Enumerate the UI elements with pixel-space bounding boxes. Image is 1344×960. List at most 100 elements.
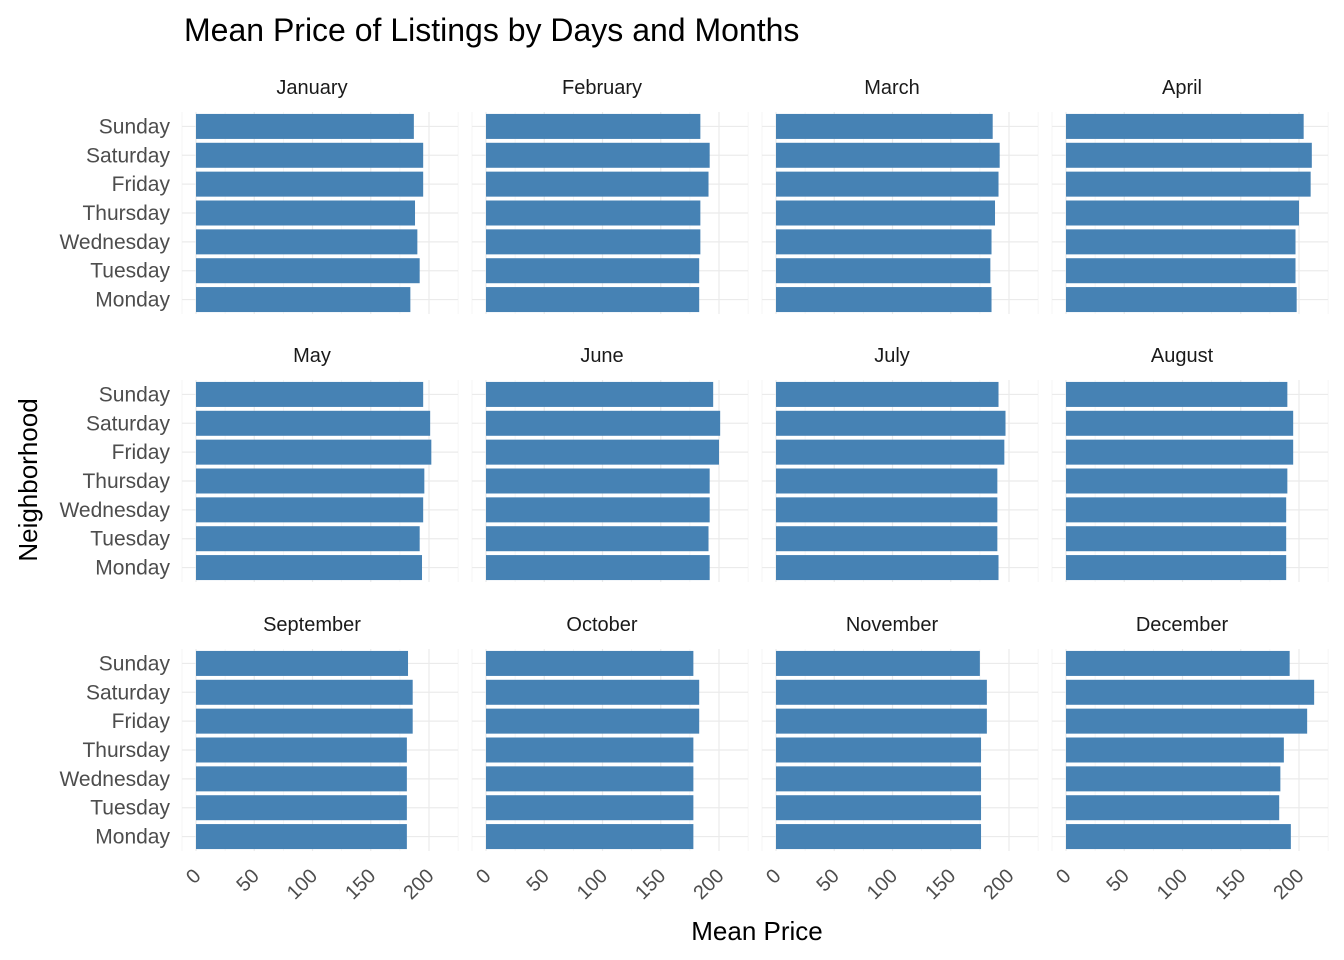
bar	[196, 468, 425, 494]
facet-panel: December 0 50 100 150 200	[1051, 614, 1329, 904]
facet-strip-label: February	[562, 77, 642, 99]
y-tick-label: Thursday	[82, 739, 170, 762]
x-tick-label: 150	[631, 865, 670, 904]
facet-strip-label: June	[580, 345, 623, 367]
bar	[776, 526, 998, 552]
facet-panel: July	[761, 345, 1039, 582]
bar	[1066, 142, 1312, 168]
x-tick-label: 50	[812, 865, 843, 896]
y-tick-label: Tuesday	[90, 260, 170, 283]
facet-panel: February	[471, 77, 749, 314]
bar	[776, 381, 999, 407]
bar	[776, 555, 999, 581]
bar	[776, 229, 992, 255]
bar	[196, 497, 424, 523]
y-tick-label: Wednesday	[59, 768, 170, 791]
bar	[486, 795, 694, 821]
bar	[196, 526, 420, 552]
bar	[486, 410, 721, 436]
bar	[486, 766, 694, 792]
facet-panel: March	[761, 77, 1039, 314]
x-tick-label: 200	[399, 865, 438, 904]
bar	[776, 766, 982, 792]
bar	[1066, 113, 1304, 139]
bar	[1066, 200, 1299, 226]
bar	[1066, 381, 1288, 407]
bar	[776, 113, 993, 139]
x-tick-label: 0	[1052, 865, 1075, 888]
bar	[196, 708, 413, 734]
bar	[486, 824, 694, 850]
x-tick-label: 100	[1153, 865, 1192, 904]
bar	[486, 439, 719, 465]
bar	[1066, 497, 1287, 523]
x-axis-title: Mean Price	[691, 916, 823, 946]
bar	[1066, 287, 1297, 313]
x-tick-label: 0	[472, 865, 495, 888]
bar	[776, 410, 1006, 436]
x-tick-label: 100	[863, 865, 902, 904]
bar	[196, 679, 413, 705]
bar	[1066, 439, 1294, 465]
y-tick-label: Thursday	[82, 470, 170, 493]
bar	[486, 258, 700, 284]
bar	[1066, 824, 1291, 850]
facet-strip-label: November	[846, 614, 939, 636]
bar	[776, 497, 998, 523]
bar	[776, 737, 982, 763]
bar	[1066, 526, 1287, 552]
x-tick-label: 150	[1211, 865, 1250, 904]
bar	[486, 468, 710, 494]
x-tick-label: 100	[573, 865, 612, 904]
x-tick-label: 0	[762, 865, 785, 888]
facets-layer: January Sunday Saturday Friday Thursday Wedne…	[59, 77, 1329, 904]
bar	[196, 795, 407, 821]
y-tick-label: Tuesday	[90, 797, 170, 820]
bar	[196, 171, 424, 197]
bar	[1066, 708, 1308, 734]
y-tick-label: Friday	[112, 173, 171, 196]
facet-panel: November 0 50 100 150 200	[761, 614, 1039, 904]
facet-panel: August	[1051, 345, 1329, 582]
y-tick-label: Sunday	[99, 383, 171, 406]
bar	[196, 737, 407, 763]
bar	[776, 795, 982, 821]
bar	[486, 650, 694, 676]
x-tick-label: 200	[979, 865, 1018, 904]
bar	[196, 200, 416, 226]
bar	[486, 113, 701, 139]
bar	[486, 200, 701, 226]
x-tick-label: 100	[283, 865, 322, 904]
bar	[196, 766, 407, 792]
bar	[196, 142, 424, 168]
bar	[1066, 795, 1280, 821]
bar	[486, 171, 709, 197]
bar	[486, 679, 700, 705]
facet-panel: May Sunday Saturday Friday Thursday Wednesday…	[59, 345, 459, 582]
bar	[486, 526, 709, 552]
y-tick-label: Saturday	[86, 681, 171, 704]
bar	[1066, 229, 1296, 255]
y-tick-label: Saturday	[86, 144, 171, 167]
bar	[776, 258, 991, 284]
y-tick-label: Wednesday	[59, 499, 170, 522]
y-tick-label: Thursday	[82, 202, 170, 225]
bar	[486, 708, 700, 734]
bar	[196, 439, 432, 465]
x-tick-label: 200	[689, 865, 728, 904]
bar	[1066, 650, 1290, 676]
x-tick-label: 50	[232, 865, 263, 896]
facet-panel: September Sunday Saturday Friday Thursday Wed…	[59, 614, 459, 904]
bar	[486, 142, 710, 168]
facet-strip-label: July	[874, 345, 910, 367]
facet-panel: April	[1051, 77, 1329, 314]
bar	[196, 824, 407, 850]
x-tick-label: 50	[1102, 865, 1133, 896]
bar	[776, 171, 999, 197]
y-tick-label: Friday	[112, 710, 171, 733]
bar	[776, 142, 1000, 168]
y-tick-label: Saturday	[86, 412, 171, 435]
bar	[486, 737, 694, 763]
bar	[196, 287, 411, 313]
